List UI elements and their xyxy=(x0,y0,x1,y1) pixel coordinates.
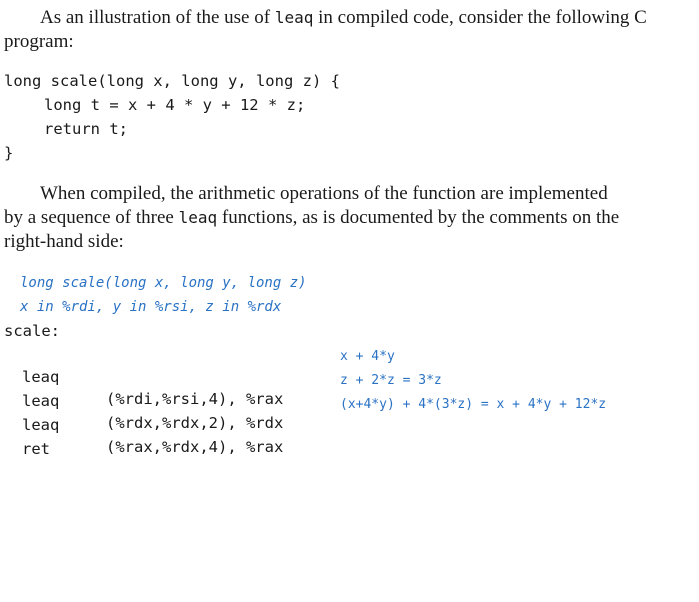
assembly-block: long scale(long x, long y, long z) x in … xyxy=(4,272,694,458)
asm-row: leaq (%rdi,%rsi,4), %rax xyxy=(22,344,283,432)
intro-text-before: As an illustration of the use of xyxy=(40,7,275,28)
intro-paragraph: As an illustration of the use of leaq in… xyxy=(4,6,696,54)
asm-args: (%rdi,%rsi,4), %rax xyxy=(106,390,284,408)
asm-comment: z + 2*z = 3*z xyxy=(340,373,442,388)
para2-line1: When compiled, the arithmetic operations… xyxy=(40,183,608,204)
inline-code-leaq-2: leaq xyxy=(178,208,218,227)
intro-text-after: in compiled code, consider the following… xyxy=(4,7,647,52)
asm-op: leaq xyxy=(22,392,60,410)
para2-line2-after: functions, as is documented by the comme… xyxy=(217,207,620,228)
para2-line3: right-hand side: xyxy=(4,231,124,252)
asm-op: leaq xyxy=(22,368,60,386)
asm-comment: (x+4*y) + 4*(3*z) = x + 4*y + 12*z xyxy=(340,397,607,412)
para2-line2: by a sequence of three leaq functions, a… xyxy=(4,206,696,230)
asm-args: (%rdx,%rdx,2), %rdx xyxy=(106,414,284,432)
c-program-block: long scale(long x, long y, long z) { lon… xyxy=(4,70,694,170)
asm-comment: x + 4*y xyxy=(340,349,395,364)
asm-args: (%rax,%rdx,4), %rax xyxy=(106,438,284,456)
c-line-expression: long t = x + 4 * y + 12 * z; xyxy=(44,96,306,114)
asm-row: ret xyxy=(22,416,59,482)
asm-row: leaq (%rdx,%rdx,2), %rdx xyxy=(22,368,283,456)
para2-line2-before: by a sequence of three xyxy=(4,207,179,228)
asm-op: ret xyxy=(22,440,50,458)
c-line-signature: long scale(long x, long y, long z) { xyxy=(4,72,340,90)
asm-op: leaq xyxy=(22,416,60,434)
asm-header-signature: long scale(long x, long y, long z) xyxy=(20,275,307,291)
explanation-paragraph: When compiled, the arithmetic operations… xyxy=(4,182,696,254)
c-line-return: return t; xyxy=(44,120,128,138)
c-line-close-brace: } xyxy=(4,144,14,162)
inline-code-leaq: leaq xyxy=(274,8,314,27)
asm-header-registers: x in %rdi, y in %rsi, z in %rdx xyxy=(20,299,282,315)
asm-label-scale: scale: xyxy=(4,322,60,340)
